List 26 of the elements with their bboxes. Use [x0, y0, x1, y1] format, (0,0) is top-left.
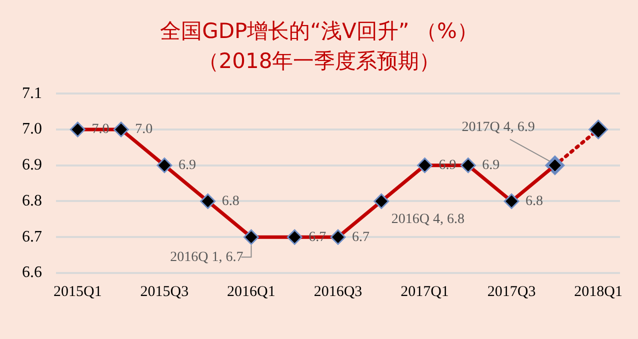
y-tick-label: 7.1	[22, 84, 42, 102]
x-tick-label: 2015Q3	[140, 284, 189, 300]
data-label: 2016Q 4, 6.8	[391, 212, 465, 227]
data-label: 2016Q 1, 6.7	[170, 250, 244, 265]
y-tick-label: 6.9	[22, 156, 42, 174]
data-label: 7.0	[92, 122, 110, 138]
data-label: 7.0	[135, 122, 153, 138]
data-label: 6.9	[438, 158, 456, 174]
x-tick-label: 2018Q1	[574, 284, 622, 300]
x-tick-label: 2016Q1	[227, 284, 276, 300]
data-label: 6.9	[482, 158, 500, 174]
x-tick-label: 2017Q3	[487, 284, 536, 300]
data-label: 2017Q 4, 6.9	[462, 120, 535, 136]
x-tick-label: 2016Q3	[314, 284, 362, 300]
y-tick-label: 6.8	[22, 192, 42, 210]
y-tick-label: 6.7	[22, 228, 42, 246]
data-label: 6.9	[178, 158, 196, 174]
y-tick-label: 7.0	[22, 120, 42, 138]
x-tick-label: 2015Q1	[54, 284, 102, 300]
chart-subtitle: （2018年一季度系预期）	[196, 48, 442, 74]
y-tick-label: 6.6	[22, 264, 42, 282]
chart-title: 全国GDP增长的“浅V回升” （%）	[159, 18, 479, 44]
x-tick-label: 2017Q1	[400, 284, 449, 300]
data-label: 6.8	[526, 194, 544, 209]
data-label: 6.8	[222, 194, 240, 209]
data-label: 6.7	[352, 230, 370, 245]
